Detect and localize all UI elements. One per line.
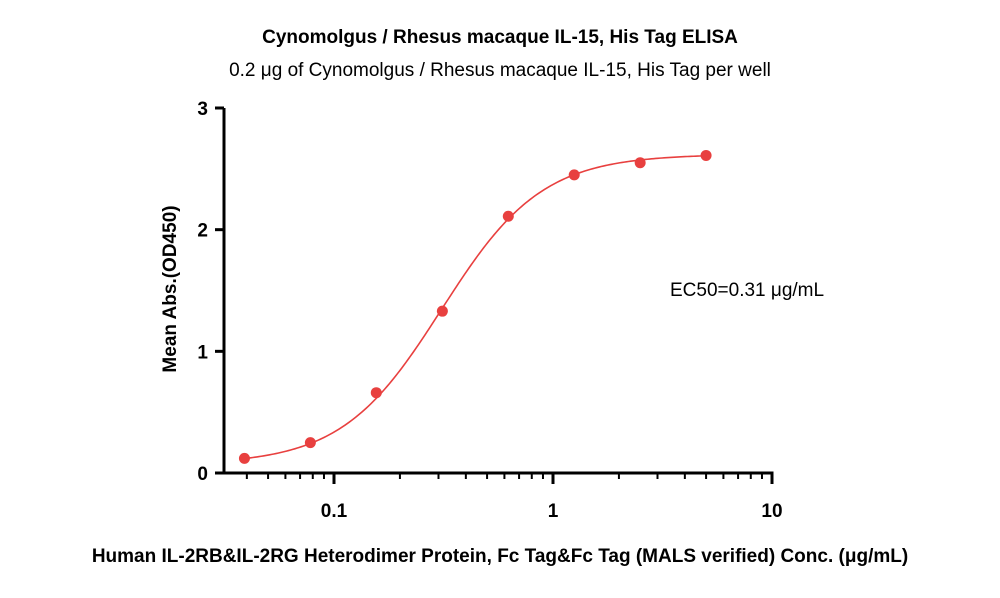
ec50-annotation: EC50=0.31 μg/mL — [670, 280, 824, 301]
data-point — [502, 210, 514, 222]
chart-title: Cynomolgus / Rhesus macaque IL-15, His T… — [262, 27, 738, 48]
data-point — [634, 157, 646, 169]
x-axis-label: Human IL-2RB&IL-2RG Heterodimer Protein,… — [91, 546, 909, 567]
chart-subtitle: 0.2 μg of Cynomolgus / Rhesus macaque IL… — [229, 60, 771, 81]
y-tick-label: 0 — [197, 464, 208, 485]
fit-curve-layer — [244, 155, 707, 460]
y-tick-label: 2 — [197, 221, 208, 242]
data-point — [700, 149, 712, 161]
data-point — [238, 452, 250, 464]
x-tick-label: 0.1 — [321, 501, 348, 522]
x-tick-label: 1 — [548, 501, 559, 522]
data-point — [370, 387, 382, 399]
y-axis-label: Mean Abs.(OD450) — [160, 205, 181, 372]
x-tick-label: 10 — [761, 501, 782, 522]
data-point — [436, 305, 448, 317]
data-points — [238, 149, 712, 464]
y-tick-label: 1 — [197, 342, 208, 363]
fit-curve — [244, 155, 707, 460]
tick-labels: 0 1 2 3 0.1 1 10 — [197, 99, 782, 522]
data-point — [304, 437, 316, 449]
data-point — [568, 169, 580, 181]
axes — [215, 106, 774, 484]
y-tick-label: 3 — [197, 99, 208, 120]
